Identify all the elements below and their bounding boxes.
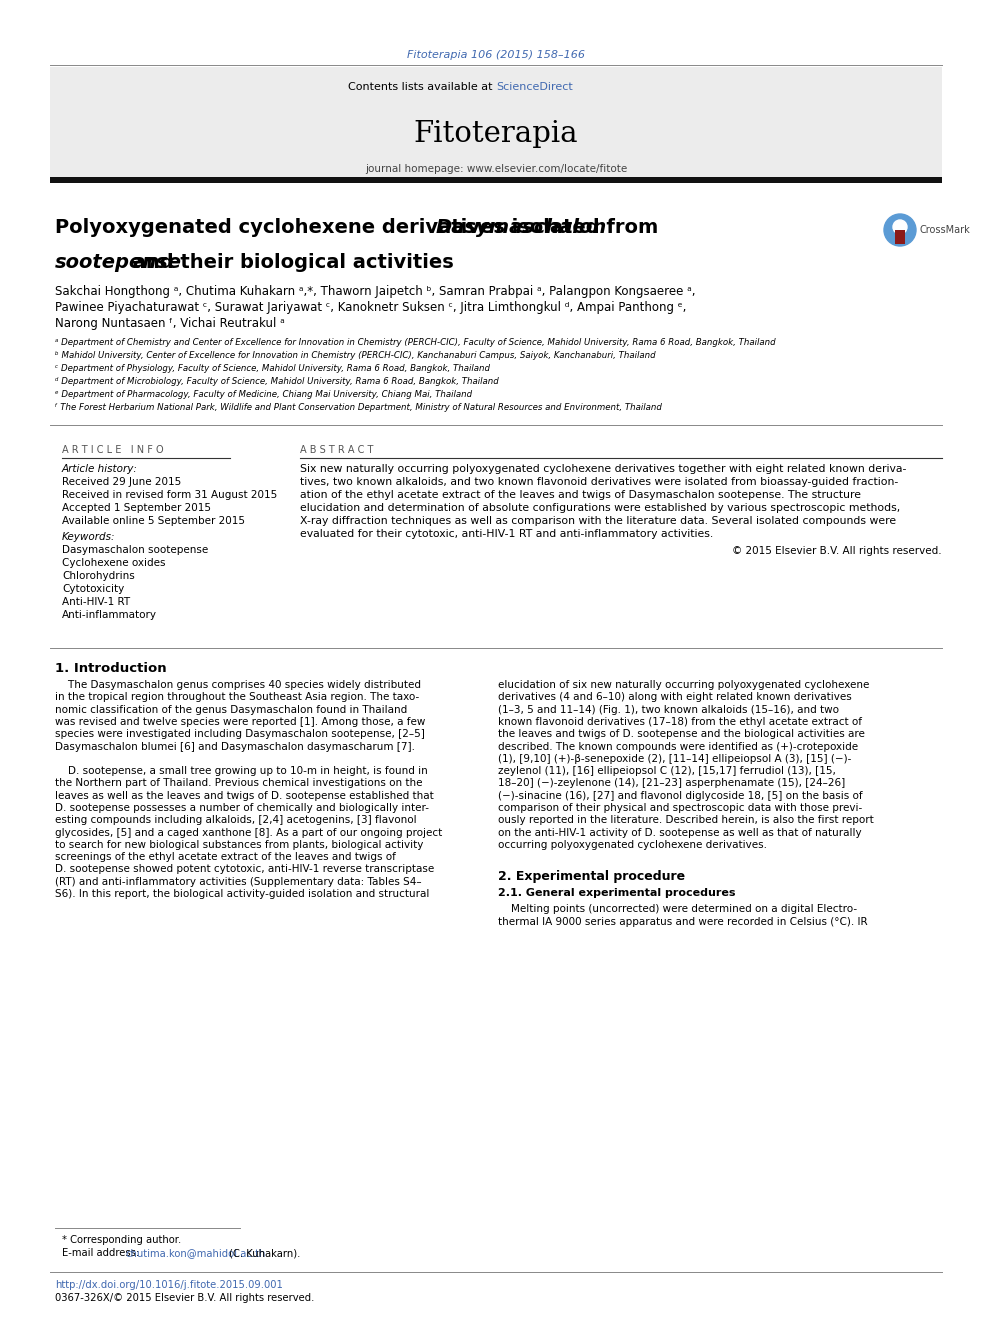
Text: Fitoterapia: Fitoterapia — [414, 120, 578, 148]
Text: comparison of their physical and spectroscopic data with those previ-: comparison of their physical and spectro… — [498, 803, 862, 814]
Text: E-mail address:: E-mail address: — [62, 1248, 142, 1258]
Text: sootepense: sootepense — [55, 253, 182, 273]
Text: zeylenol (11), [16] ellipeiopsol C (12), [15,17] ferrudiol (13), [15,: zeylenol (11), [16] ellipeiopsol C (12),… — [498, 766, 836, 777]
Text: the leaves and twigs of D. sootepense and the biological activities are: the leaves and twigs of D. sootepense an… — [498, 729, 865, 740]
Bar — [50, 67, 942, 180]
Text: The Dasymaschalon genus comprises 40 species widely distributed: The Dasymaschalon genus comprises 40 spe… — [55, 680, 421, 691]
Text: A R T I C L E   I N F O: A R T I C L E I N F O — [62, 445, 164, 455]
Text: on the anti-HIV-1 activity of D. sootepense as well as that of naturally: on the anti-HIV-1 activity of D. sootepe… — [498, 828, 862, 837]
Text: known flavonoid derivatives (17–18) from the ethyl acetate extract of: known flavonoid derivatives (17–18) from… — [498, 717, 862, 726]
Bar — [50, 177, 942, 183]
Text: Dasymaschalon sootepense: Dasymaschalon sootepense — [62, 545, 208, 556]
Text: 1. Introduction: 1. Introduction — [55, 662, 167, 675]
Text: (1–3, 5 and 11–14) (Fig. 1), two known alkaloids (15–16), and two: (1–3, 5 and 11–14) (Fig. 1), two known a… — [498, 705, 839, 714]
Text: D. sootepense possesses a number of chemically and biologically inter-: D. sootepense possesses a number of chem… — [55, 803, 429, 814]
Text: in the tropical region throughout the Southeast Asia region. The taxo-: in the tropical region throughout the So… — [55, 692, 420, 703]
Text: thermal IA 9000 series apparatus and were recorded in Celsius (°C). IR: thermal IA 9000 series apparatus and wer… — [498, 917, 868, 927]
Text: Pawinee Piyachaturawat ᶜ, Surawat Jariyawat ᶜ, Kanoknetr Suksen ᶜ, Jitra Limthon: Pawinee Piyachaturawat ᶜ, Surawat Jariya… — [55, 302, 686, 314]
Text: 18–20] (−)-zeylenone (14), [21–23] asperphenamate (15), [24–26]: 18–20] (−)-zeylenone (14), [21–23] asper… — [498, 778, 845, 789]
Text: Dasymaschalon blumei [6] and Dasymaschalon dasymascharum [7].: Dasymaschalon blumei [6] and Dasymaschal… — [55, 741, 415, 751]
Text: Received in revised form 31 August 2015: Received in revised form 31 August 2015 — [62, 490, 277, 500]
Text: A B S T R A C T: A B S T R A C T — [300, 445, 373, 455]
Text: was revised and twelve species were reported [1]. Among those, a few: was revised and twelve species were repo… — [55, 717, 426, 726]
Text: ᵇ Mahidol University, Center of Excellence for Innovation in Chemistry (PERCH-CI: ᵇ Mahidol University, Center of Excellen… — [55, 351, 656, 360]
Text: ation of the ethyl acetate extract of the leaves and twigs of Dasymaschalon soot: ation of the ethyl acetate extract of th… — [300, 490, 861, 500]
Text: (C. Kuhakarn).: (C. Kuhakarn). — [226, 1248, 301, 1258]
Text: Melting points (uncorrected) were determined on a digital Electro-: Melting points (uncorrected) were determ… — [498, 904, 857, 914]
Text: and their biological activities: and their biological activities — [127, 253, 454, 273]
Text: ᵃ Department of Chemistry and Center of Excellence for Innovation in Chemistry (: ᵃ Department of Chemistry and Center of … — [55, 337, 776, 347]
Text: Keywords:: Keywords: — [62, 532, 115, 542]
Text: Fitoterapia 106 (2015) 158–166: Fitoterapia 106 (2015) 158–166 — [407, 50, 585, 60]
Text: nomic classification of the genus Dasymaschalon found in Thailand: nomic classification of the genus Dasyma… — [55, 705, 408, 714]
Bar — [895, 230, 905, 243]
Circle shape — [884, 214, 916, 246]
Text: Chlorohydrins: Chlorohydrins — [62, 572, 135, 581]
Text: ᶠ The Forest Herbarium National Park, Wildlife and Plant Conservation Department: ᶠ The Forest Herbarium National Park, Wi… — [55, 404, 662, 411]
Text: Polyoxygenated cyclohexene derivatives isolated from: Polyoxygenated cyclohexene derivatives i… — [55, 218, 665, 237]
Text: elucidation of six new naturally occurring polyoxygenated cyclohexene: elucidation of six new naturally occurri… — [498, 680, 869, 691]
Text: Anti-HIV-1 RT: Anti-HIV-1 RT — [62, 597, 130, 607]
Text: D. sootepense, a small tree growing up to 10-m in height, is found in: D. sootepense, a small tree growing up t… — [55, 766, 428, 777]
Text: Contents lists available at: Contents lists available at — [348, 82, 496, 93]
Text: Received 29 June 2015: Received 29 June 2015 — [62, 478, 182, 487]
Text: Narong Nuntasaen ᶠ, Vichai Reutrakul ᵃ: Narong Nuntasaen ᶠ, Vichai Reutrakul ᵃ — [55, 318, 285, 329]
Text: X-ray diffraction techniques as well as comparison with the literature data. Sev: X-ray diffraction techniques as well as … — [300, 516, 896, 527]
Text: (−)-sinacine (16), [27] and flavonol diglycoside 18, [5] on the basis of: (−)-sinacine (16), [27] and flavonol dig… — [498, 791, 863, 800]
Text: described. The known compounds were identified as (+)-crotepoxide: described. The known compounds were iden… — [498, 741, 858, 751]
Text: (1), [9,10] (+)-β-senepoxide (2), [11–14] ellipeiopsol A (3), [15] (−)-: (1), [9,10] (+)-β-senepoxide (2), [11–14… — [498, 754, 851, 763]
Text: evaluated for their cytotoxic, anti-HIV-1 RT and anti-inflammatory activities.: evaluated for their cytotoxic, anti-HIV-… — [300, 529, 713, 538]
Text: CrossMark: CrossMark — [919, 225, 970, 235]
Text: Dasymaschalon: Dasymaschalon — [435, 218, 607, 237]
Text: Cytotoxicity: Cytotoxicity — [62, 583, 124, 594]
Text: D. sootepense showed potent cytotoxic, anti-HIV-1 reverse transcriptase: D. sootepense showed potent cytotoxic, a… — [55, 864, 434, 875]
Text: Sakchai Hongthong ᵃ, Chutima Kuhakarn ᵃ,*, Thaworn Jaipetch ᵇ, Samran Prabpai ᵃ,: Sakchai Hongthong ᵃ, Chutima Kuhakarn ᵃ,… — [55, 284, 695, 298]
Text: ously reported in the literature. Described herein, is also the first report: ously reported in the literature. Descri… — [498, 815, 874, 826]
Text: chutima.kon@mahidol.ac.th: chutima.kon@mahidol.ac.th — [126, 1248, 267, 1258]
Text: (RT) and anti-inflammatory activities (Supplementary data: Tables S4–: (RT) and anti-inflammatory activities (S… — [55, 877, 422, 886]
Text: species were investigated including Dasymaschalon sootepense, [2–5]: species were investigated including Dasy… — [55, 729, 425, 740]
Text: derivatives (4 and 6–10) along with eight related known derivatives: derivatives (4 and 6–10) along with eigh… — [498, 692, 852, 703]
Text: occurring polyoxygenated cyclohexene derivatives.: occurring polyoxygenated cyclohexene der… — [498, 840, 767, 849]
Text: http://dx.doi.org/10.1016/j.fitote.2015.09.001: http://dx.doi.org/10.1016/j.fitote.2015.… — [55, 1279, 283, 1290]
Text: Cyclohexene oxides: Cyclohexene oxides — [62, 558, 166, 568]
Text: Article history:: Article history: — [62, 464, 138, 474]
Text: ᵈ Department of Microbiology, Faculty of Science, Mahidol University, Rama 6 Roa: ᵈ Department of Microbiology, Faculty of… — [55, 377, 499, 386]
Text: esting compounds including alkaloids, [2,4] acetogenins, [3] flavonol: esting compounds including alkaloids, [2… — [55, 815, 417, 826]
Text: journal homepage: www.elsevier.com/locate/fitote: journal homepage: www.elsevier.com/locat… — [365, 164, 627, 175]
Text: ᶜ Department of Physiology, Faculty of Science, Mahidol University, Rama 6 Road,: ᶜ Department of Physiology, Faculty of S… — [55, 364, 490, 373]
Text: ᵉ Department of Pharmacology, Faculty of Medicine, Chiang Mai University, Chiang: ᵉ Department of Pharmacology, Faculty of… — [55, 390, 472, 400]
Text: S6). In this report, the biological activity-guided isolation and structural: S6). In this report, the biological acti… — [55, 889, 430, 900]
Text: Six new naturally occurring polyoxygenated cyclohexene derivatives together with: Six new naturally occurring polyoxygenat… — [300, 464, 907, 474]
Text: © 2015 Elsevier B.V. All rights reserved.: © 2015 Elsevier B.V. All rights reserved… — [732, 546, 942, 556]
Text: * Corresponding author.: * Corresponding author. — [62, 1234, 182, 1245]
Text: glycosides, [5] and a caged xanthone [8]. As a part of our ongoing project: glycosides, [5] and a caged xanthone [8]… — [55, 828, 442, 837]
Text: 2. Experimental procedure: 2. Experimental procedure — [498, 871, 685, 884]
Text: Available online 5 September 2015: Available online 5 September 2015 — [62, 516, 245, 527]
Text: screenings of the ethyl acetate extract of the leaves and twigs of: screenings of the ethyl acetate extract … — [55, 852, 396, 863]
Text: ScienceDirect: ScienceDirect — [496, 82, 572, 93]
Text: Accepted 1 September 2015: Accepted 1 September 2015 — [62, 503, 211, 513]
Text: to search for new biological substances from plants, biological activity: to search for new biological substances … — [55, 840, 424, 849]
Text: elucidation and determination of absolute configurations were established by var: elucidation and determination of absolut… — [300, 503, 901, 513]
Text: tives, two known alkaloids, and two known flavonoid derivatives were isolated fr: tives, two known alkaloids, and two know… — [300, 478, 898, 487]
Text: the Northern part of Thailand. Previous chemical investigations on the: the Northern part of Thailand. Previous … — [55, 778, 423, 789]
Circle shape — [893, 220, 907, 234]
Text: leaves as well as the leaves and twigs of D. sootepense established that: leaves as well as the leaves and twigs o… — [55, 791, 434, 800]
Text: Anti-inflammatory: Anti-inflammatory — [62, 610, 157, 620]
Text: 0367-326X/© 2015 Elsevier B.V. All rights reserved.: 0367-326X/© 2015 Elsevier B.V. All right… — [55, 1293, 314, 1303]
Text: 2.1. General experimental procedures: 2.1. General experimental procedures — [498, 888, 735, 898]
